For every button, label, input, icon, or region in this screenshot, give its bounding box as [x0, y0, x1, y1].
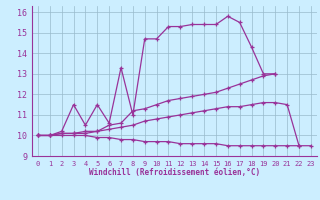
X-axis label: Windchill (Refroidissement éolien,°C): Windchill (Refroidissement éolien,°C) — [89, 168, 260, 177]
